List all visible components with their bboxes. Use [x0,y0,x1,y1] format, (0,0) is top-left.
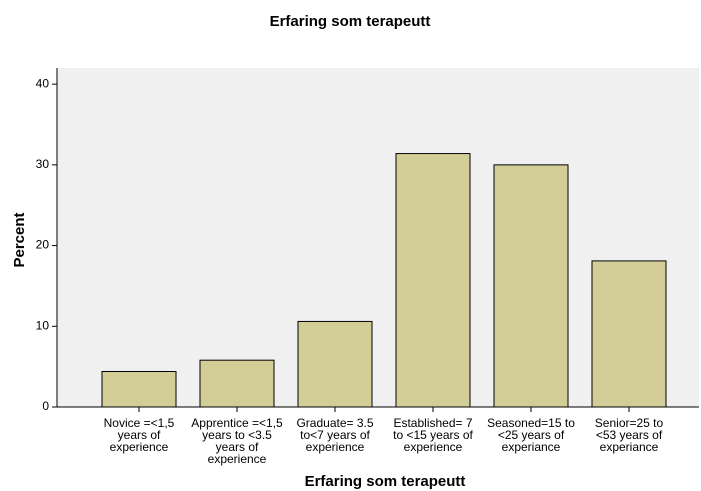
x-tick-label: Senior=25 to <53 years of experiance [594,416,664,454]
chart-title: Erfaring som terapeutt [270,13,431,30]
y-tick-label: 30 [36,157,50,171]
bar [297,320,373,408]
y-tick-label: 10 [36,318,50,332]
x-tick-label: Established= 7 to <15 years of experienc… [393,416,473,454]
x-tick-label: Seasoned=15 to <25 years of experiance [487,416,575,454]
y-tick-label: 40 [36,76,50,90]
bar [493,164,569,408]
bar [101,370,177,408]
y-tick-label: 20 [36,238,50,252]
bar [199,359,275,408]
x-tick-label: Apprentice =<1,5 years to <3.5 years of … [191,416,283,466]
bar [395,153,471,408]
bar [591,260,667,408]
x-tick-label: Graduate= 3.5 to<7 years of experience [296,416,374,454]
x-axis-label: Erfaring som terapeutt [305,473,466,490]
x-tick-label: Novice =<1,5 years of experience [103,416,175,454]
y-tick-label: 0 [42,399,49,413]
y-axis-label: Percent [11,212,28,267]
